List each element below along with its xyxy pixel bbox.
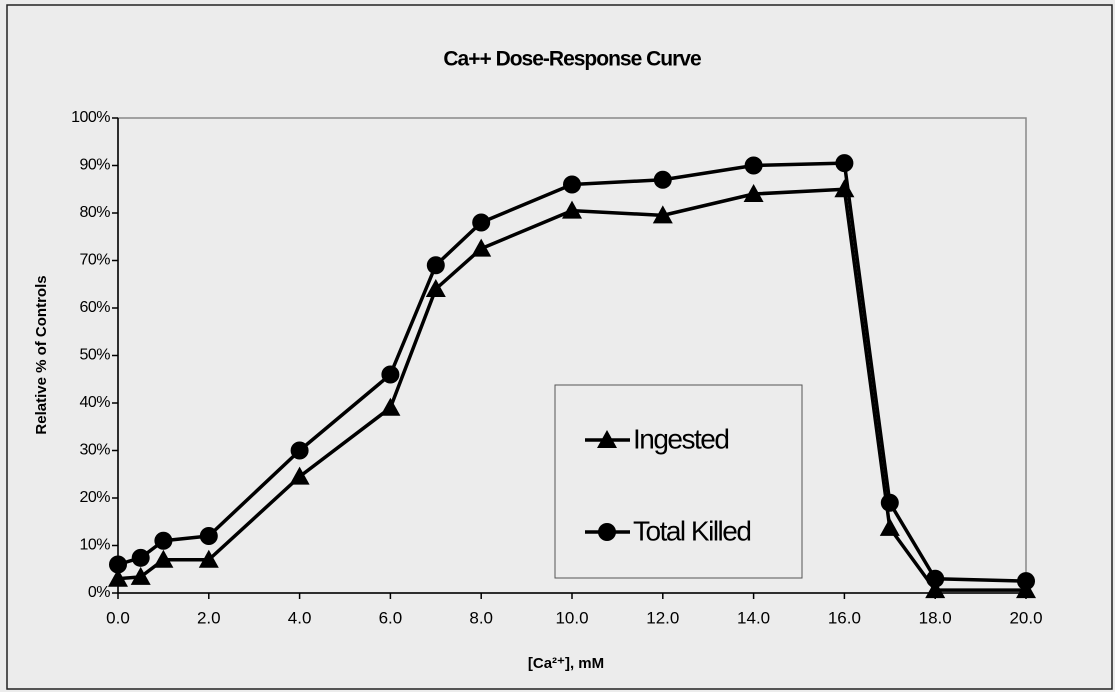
circle-marker	[1017, 572, 1035, 591]
y-tick-label: 20%	[79, 489, 110, 506]
chart-title: Ca++ Dose-Response Curve	[443, 48, 701, 71]
y-tick-label: 70%	[79, 252, 110, 269]
circle-marker	[109, 555, 127, 574]
triangle-marker	[652, 205, 673, 224]
circle-marker	[598, 523, 616, 541]
circle-marker	[154, 531, 173, 550]
circle-marker	[199, 527, 218, 545]
y-tick-label: 90%	[79, 157, 110, 174]
circle-marker	[880, 493, 899, 512]
triangle-marker	[597, 430, 617, 448]
legend-label: Total Killed	[633, 515, 750, 546]
x-tick-label: 16.0	[828, 608, 861, 627]
y-tick-label: 60%	[79, 299, 110, 316]
triangle-marker	[471, 238, 492, 257]
x-tick-label: 0.0	[106, 608, 130, 627]
circle-marker	[131, 548, 150, 567]
triangle-marker	[153, 549, 174, 568]
y-tick-label: 30%	[79, 442, 110, 459]
x-tick-label: 10.0	[555, 608, 588, 627]
circle-marker	[290, 441, 309, 460]
circle-marker	[472, 213, 491, 232]
triangle-marker	[925, 580, 946, 599]
circle-marker	[835, 154, 854, 173]
y-tick-label: 50%	[79, 347, 110, 364]
legend-box	[554, 384, 803, 579]
y-axis-label: Relative % of Controls	[33, 275, 50, 434]
triangle-marker	[879, 517, 900, 536]
x-tick-label: 4.0	[288, 608, 312, 627]
x-tick-label: 8.0	[469, 608, 493, 627]
triangle-marker	[130, 566, 151, 585]
triangle-marker	[425, 279, 446, 297]
x-tick-label: 18.0	[919, 608, 952, 627]
chart-border	[6, 4, 1113, 690]
triangle-marker	[198, 549, 219, 568]
triangle-marker	[743, 184, 764, 202]
circle-marker	[381, 365, 400, 384]
x-tick-label: 12.0	[646, 608, 679, 627]
y-tick-label: 10%	[79, 537, 110, 554]
circle-marker	[426, 256, 445, 275]
y-tick-label: 80%	[79, 204, 110, 221]
triangle-marker	[289, 466, 310, 485]
circle-marker	[926, 569, 945, 588]
x-tick-label: 14.0	[737, 608, 770, 627]
triangle-marker	[380, 397, 401, 416]
y-tick-label: 0%	[88, 584, 110, 601]
x-tick-label: 2.0	[197, 608, 221, 627]
x-tick-label: 6.0	[379, 608, 403, 627]
triangle-marker	[562, 200, 582, 219]
circle-marker	[653, 170, 672, 189]
legend-label: Ingested	[633, 423, 728, 454]
x-tick-label: 20.0	[1009, 608, 1042, 627]
circle-marker	[563, 175, 581, 194]
y-tick-label: 40%	[79, 394, 110, 411]
triangle-marker	[108, 568, 128, 587]
y-tick-label: 100%	[71, 109, 110, 126]
circle-marker	[744, 156, 763, 175]
x-axis-label: [Ca²⁺], mM	[528, 655, 604, 672]
